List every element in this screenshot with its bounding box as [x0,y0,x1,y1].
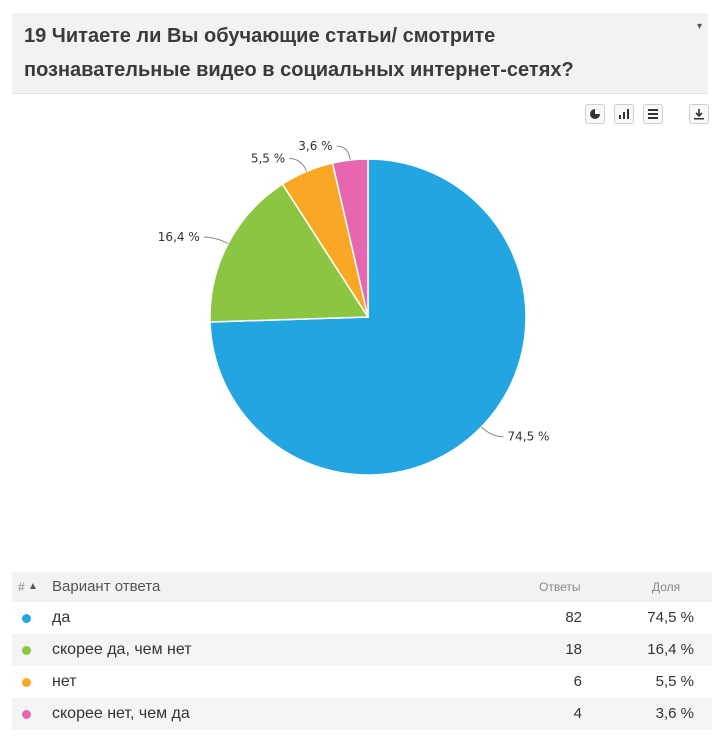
answer-label: да [52,609,71,626]
pie-chart-icon[interactable] [585,104,605,124]
sort-asc-icon[interactable]: ▲ [28,581,38,592]
table-row: скорее да, чем нет 18 16,4 % [12,634,712,666]
table-row: скорее нет, чем да 4 3,6 % [12,698,712,730]
table-header: # ▲ Вариант ответа Ответы Доля [12,572,712,602]
header-variant[interactable]: Вариант ответа [52,578,161,595]
answer-count: 18 [565,641,582,658]
slice-label: 16,4 % [158,230,200,244]
question-header: 19 Читаете ли Вы обучающие статьи/ смотр… [12,13,708,94]
download-icon[interactable] [689,104,709,124]
answer-share: 74,5 % [647,609,694,626]
slice-connector [481,426,504,438]
answer-label: скорее нет, чем да [52,705,190,722]
slice-connector [203,236,229,244]
color-dot [22,614,31,623]
answer-share: 5,5 % [655,673,694,690]
pie-slice[interactable] [331,158,369,318]
bar-chart-icon[interactable] [614,104,634,124]
answer-label: нет [52,673,77,690]
slice-connector [289,158,308,172]
question-title: 19 Читаете ли Вы обучающие статьи/ смотр… [24,19,684,87]
chart-toolbar [0,104,712,128]
color-dot [22,710,31,719]
table-row: нет 6 5,5 % [12,666,712,698]
pie-slice[interactable] [209,183,370,323]
answer-count: 6 [573,673,582,690]
slice-label: 74,5 % [508,430,550,444]
answer-share: 16,4 % [647,641,694,658]
header-answers[interactable]: Ответы [539,580,581,594]
slice-label: 5,5 % [251,152,285,166]
header-num[interactable]: # [18,580,25,594]
collapse-icon[interactable]: ▾ [696,21,702,32]
answer-label: скорее да, чем нет [52,641,192,658]
answer-count: 4 [573,705,582,722]
answer-count: 82 [565,609,582,626]
color-dot [22,678,31,687]
slice-connector [336,145,351,161]
pie-chart: 74,5 % 16,4 % 5,5 % 3,6 % [158,139,550,476]
answers-table: # ▲ Вариант ответа Ответы Доля да 82 74,5 … [12,572,712,730]
answer-share: 3,6 % [655,705,694,722]
table-row: да 82 74,5 % [12,602,712,634]
question-title-line-1: 19 Читаете ли Вы обучающие статьи/ смотр… [24,25,496,47]
slice-label: 3,6 % [298,139,332,153]
question-title-line-2: познавательные видео в социальных интерн… [24,59,574,81]
color-dot [22,646,31,655]
table-body: да 82 74,5 % скорее да, чем нет 18 16,4 % нет 6… [12,602,712,730]
header-share[interactable]: Доля [652,580,681,594]
table-icon[interactable] [643,104,663,124]
